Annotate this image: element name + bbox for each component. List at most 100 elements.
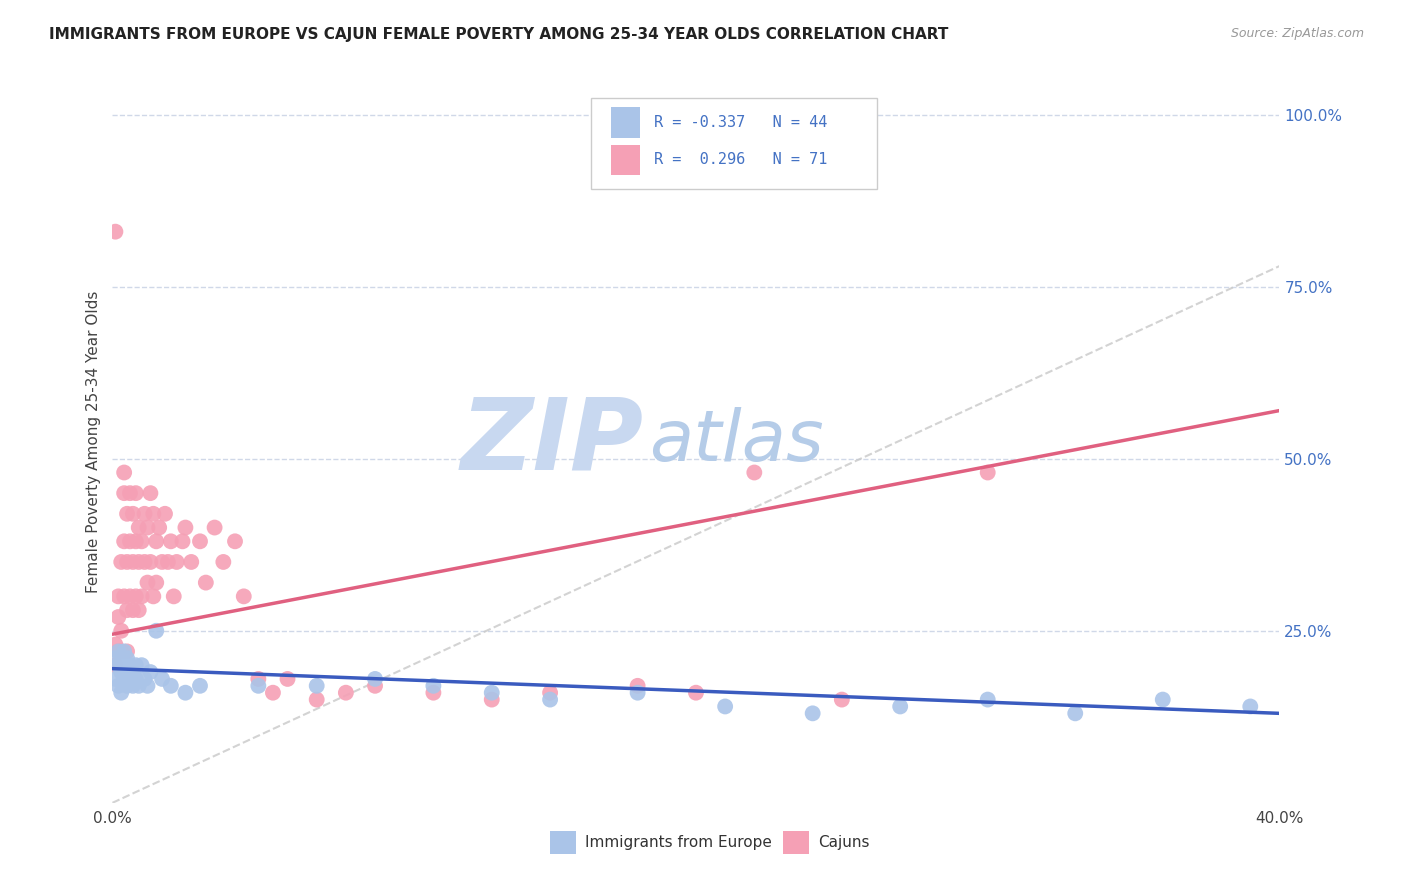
Point (422, 679, 444, 693)
Point (172, 534, 194, 549)
Point (247, 672, 270, 686)
Point (112, 672, 135, 686)
Point (107, 644, 129, 658)
Point (107, 679, 129, 693)
Point (139, 486, 162, 500)
Point (148, 520, 170, 534)
Y-axis label: Female Poverty Among 25-34 Year Olds: Female Poverty Among 25-34 Year Olds (86, 291, 101, 592)
Point (276, 672, 298, 686)
Point (150, 672, 173, 686)
FancyBboxPatch shape (550, 831, 576, 855)
Point (118, 486, 141, 500)
Point (174, 520, 197, 534)
FancyBboxPatch shape (783, 831, 810, 855)
Point (131, 534, 153, 549)
Point (115, 651, 138, 665)
Point (128, 555, 150, 569)
Point (538, 692, 561, 706)
Text: R = -0.337   N = 44: R = -0.337 N = 44 (654, 115, 827, 130)
Point (364, 672, 387, 686)
Point (118, 658, 141, 673)
Point (134, 672, 156, 686)
Point (112, 644, 135, 658)
FancyBboxPatch shape (591, 98, 877, 189)
Point (131, 658, 153, 673)
Point (112, 658, 135, 673)
Point (122, 555, 145, 569)
Point (1064, 706, 1087, 721)
Point (481, 686, 503, 700)
Text: Source: ZipAtlas.com: Source: ZipAtlas.com (1230, 27, 1364, 40)
Point (188, 679, 211, 693)
Point (115, 555, 138, 569)
Point (364, 679, 387, 693)
Text: Immigrants from Europe: Immigrants from Europe (585, 835, 772, 850)
Point (136, 520, 159, 534)
Point (262, 686, 284, 700)
FancyBboxPatch shape (610, 107, 640, 137)
Point (131, 590, 153, 604)
Point (110, 624, 132, 638)
Point (212, 555, 235, 569)
Point (335, 686, 357, 700)
Point (115, 603, 138, 617)
Point (976, 692, 998, 706)
Point (107, 590, 129, 604)
FancyBboxPatch shape (610, 145, 640, 175)
Point (125, 590, 148, 604)
Point (150, 555, 173, 569)
Point (142, 590, 165, 604)
Point (134, 507, 156, 521)
Point (139, 555, 162, 569)
Text: atlas: atlas (650, 407, 824, 476)
Point (110, 686, 132, 700)
Point (714, 699, 737, 714)
Point (160, 679, 183, 693)
Point (305, 679, 328, 693)
Point (134, 555, 156, 569)
Point (136, 575, 159, 590)
Point (801, 706, 824, 721)
Point (110, 555, 132, 569)
Point (976, 466, 998, 480)
Point (1152, 692, 1174, 706)
Point (122, 665, 145, 679)
Point (305, 692, 328, 706)
Point (163, 590, 186, 604)
Point (166, 555, 188, 569)
Point (112, 590, 135, 604)
Point (125, 658, 148, 673)
Point (115, 665, 138, 679)
Point (204, 520, 226, 534)
Point (1239, 699, 1261, 714)
Point (889, 699, 911, 714)
Point (174, 686, 197, 700)
Point (104, 672, 127, 686)
Point (136, 679, 159, 693)
Point (627, 679, 650, 693)
Point (247, 679, 270, 693)
Point (194, 575, 217, 590)
Point (104, 658, 127, 673)
Point (112, 534, 135, 549)
Point (112, 486, 135, 500)
Point (180, 555, 202, 569)
Point (107, 658, 129, 673)
Point (145, 534, 167, 549)
Point (145, 624, 167, 638)
Point (107, 644, 129, 658)
Point (118, 534, 141, 549)
Point (104, 651, 127, 665)
Point (422, 686, 444, 700)
Text: Cajuns: Cajuns (818, 835, 870, 850)
Point (110, 644, 132, 658)
Point (110, 665, 132, 679)
Point (115, 507, 138, 521)
Point (145, 575, 167, 590)
Point (122, 679, 145, 693)
Point (104, 638, 127, 652)
Text: IMMIGRANTS FROM EUROPE VS CAJUN FEMALE POVERTY AMONG 25-34 YEAR OLDS CORRELATION: IMMIGRANTS FROM EUROPE VS CAJUN FEMALE P… (49, 27, 949, 42)
Point (831, 692, 853, 706)
Point (160, 534, 183, 549)
Point (122, 507, 145, 521)
